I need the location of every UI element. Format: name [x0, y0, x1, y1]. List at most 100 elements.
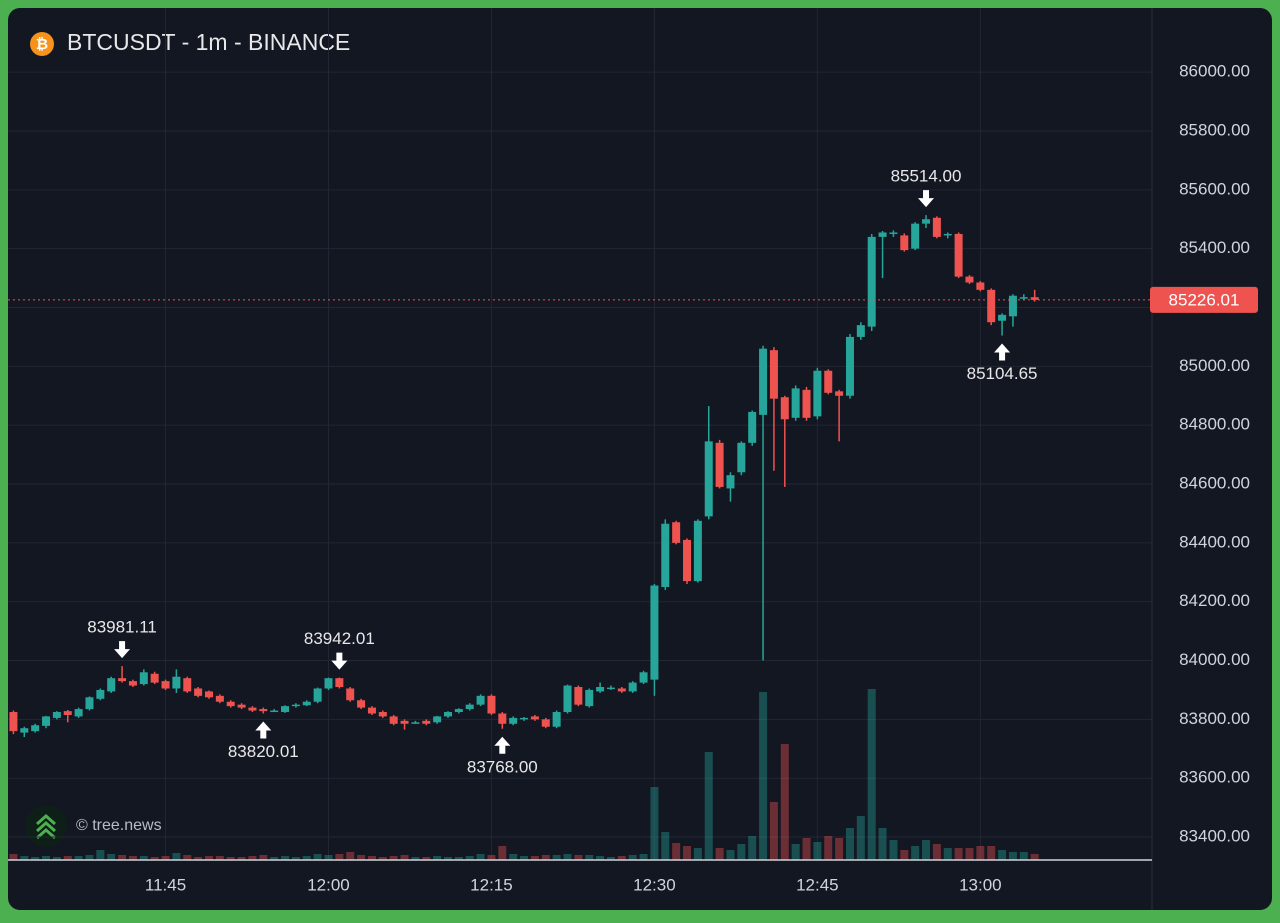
volume-bar	[672, 843, 681, 860]
x-tick-label: 11:45	[145, 875, 186, 894]
volume-bar	[932, 844, 941, 860]
annotation-label: 83820.01	[228, 742, 299, 761]
candle-body	[509, 717, 518, 724]
volume-bar	[389, 856, 398, 860]
candle-body	[161, 681, 170, 689]
candle-body	[194, 688, 203, 696]
y-tick-label: 83800.00	[1179, 709, 1250, 728]
candle-body	[552, 712, 561, 727]
volume-bar	[998, 850, 1007, 860]
candle-body	[704, 441, 713, 517]
volume-bar	[585, 855, 594, 860]
volume-bar	[965, 848, 974, 860]
annotation-arrow	[918, 190, 935, 208]
candle-body	[63, 711, 72, 715]
volume-bar	[422, 857, 431, 860]
candle-body	[911, 223, 920, 249]
volume-bar	[878, 828, 887, 860]
volume-bar	[704, 752, 713, 860]
candle-body	[574, 687, 583, 705]
candle-body	[530, 716, 539, 720]
candle-body	[737, 442, 746, 473]
volume-bar	[835, 838, 844, 860]
x-tick-label: 12:30	[633, 875, 676, 894]
volume-bar	[802, 838, 811, 860]
svg-text:₿: ₿	[36, 36, 48, 53]
candle-body	[780, 397, 789, 420]
volume-bar	[139, 856, 148, 860]
candle-body	[606, 687, 615, 690]
volume-bar	[867, 689, 876, 860]
volume-bar	[96, 850, 105, 860]
candle-body	[291, 704, 300, 707]
x-tick-label: 12:45	[796, 875, 839, 894]
volume-bar	[161, 856, 170, 860]
candle-body	[204, 691, 213, 698]
volume-bar	[650, 787, 659, 860]
candle-body	[107, 678, 116, 692]
candle-body	[628, 682, 637, 692]
volume-bar	[900, 850, 909, 860]
volume-bar	[281, 856, 290, 860]
candle-body	[281, 706, 290, 713]
volume-bar	[1008, 852, 1017, 860]
volume-bar	[335, 854, 344, 860]
y-tick-label: 84000.00	[1179, 650, 1250, 669]
volume-bar	[769, 802, 778, 860]
candle-body	[878, 232, 887, 237]
candle-body	[683, 539, 692, 582]
volume-bar	[943, 848, 952, 860]
candle-body	[715, 442, 724, 487]
volume-bar	[628, 855, 637, 860]
volume-bar	[52, 857, 61, 860]
annotation-label: 83942.01	[304, 629, 375, 648]
volume-bar	[509, 854, 518, 860]
watermark-logo	[25, 805, 67, 847]
volume-bar	[411, 857, 420, 860]
volume-bar	[248, 856, 257, 860]
volume-bar	[552, 855, 561, 860]
candle-body	[835, 391, 844, 396]
volume-bar	[400, 855, 409, 860]
y-tick-label: 85800.00	[1179, 120, 1250, 139]
candle-body	[367, 707, 376, 714]
volume-bar	[204, 856, 213, 860]
candle-body	[965, 276, 974, 283]
y-tick-label: 83400.00	[1179, 827, 1250, 846]
candle-body	[270, 710, 279, 713]
candle-body	[357, 700, 366, 708]
volume-bar	[226, 857, 235, 860]
volume-bar	[856, 816, 865, 860]
candle-body	[346, 688, 355, 701]
volume-bar	[74, 856, 83, 860]
volume-bar	[813, 842, 822, 860]
last-price-box	[1150, 286, 1258, 313]
volume-bar	[444, 857, 452, 860]
volume-bar	[791, 844, 800, 860]
candle-body	[1008, 295, 1017, 317]
volume-bar	[1030, 854, 1039, 860]
candle-body	[976, 282, 985, 290]
candle-body	[302, 701, 311, 706]
candle-body	[856, 325, 865, 337]
candle-body	[31, 725, 40, 732]
volume-bar	[367, 856, 376, 860]
candle-body	[650, 585, 659, 680]
x-tick-label: 12:15	[470, 875, 513, 894]
volume-bar	[520, 856, 529, 860]
candle-body	[541, 719, 550, 727]
volume-bar	[270, 857, 279, 860]
volume-bar	[693, 848, 702, 860]
candle-body	[672, 522, 681, 543]
candle-body	[335, 678, 344, 688]
candle-body	[769, 350, 778, 399]
volume-bar	[128, 856, 137, 860]
volume-bar	[498, 846, 507, 860]
annotation-label: 85104.65	[967, 364, 1038, 383]
y-tick-label: 84600.00	[1179, 473, 1250, 492]
candle-body	[237, 704, 246, 708]
candle-body	[96, 689, 105, 699]
candle-body	[433, 716, 442, 723]
